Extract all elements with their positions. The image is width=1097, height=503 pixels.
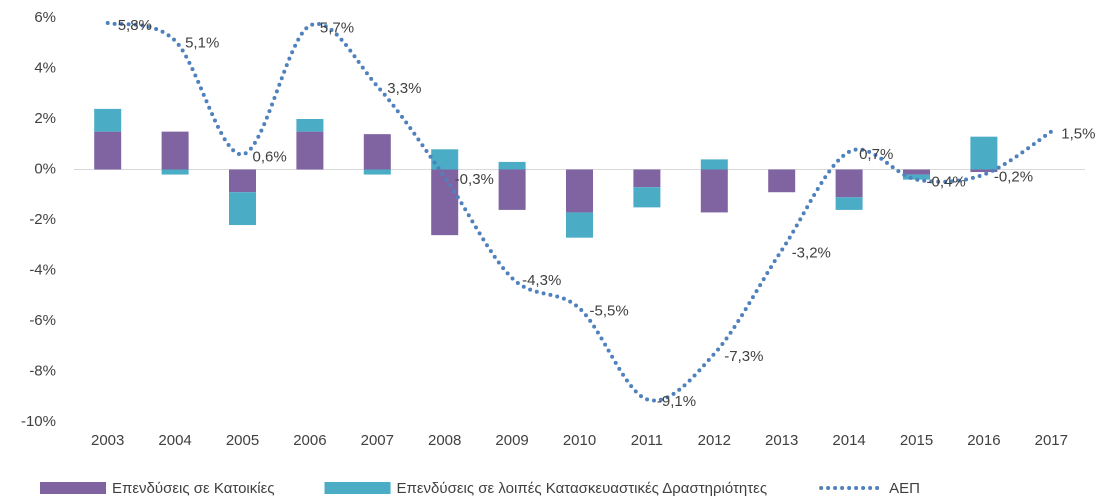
data-label: 5,7% — [320, 20, 354, 37]
y-tick-label: 0% — [34, 160, 56, 177]
data-label: -7,3% — [724, 348, 763, 365]
bar — [229, 169, 256, 193]
bar — [566, 169, 593, 213]
x-tick-label: 2004 — [158, 432, 191, 449]
bar — [498, 169, 526, 210]
bar — [633, 169, 661, 188]
data-label: -5,5% — [590, 302, 629, 319]
x-tick-label: 2013 — [765, 432, 798, 449]
bar — [633, 187, 661, 208]
data-label: -0,4% — [927, 174, 966, 191]
bar — [700, 159, 728, 170]
data-label: -3,2% — [792, 244, 831, 261]
x-tick-label: 2006 — [293, 432, 326, 449]
bar — [498, 161, 526, 170]
data-label: -0,3% — [455, 171, 494, 188]
bar — [229, 192, 256, 226]
bar — [431, 149, 459, 170]
x-tick-label: 2014 — [832, 432, 865, 449]
y-tick-label: -10% — [21, 413, 56, 430]
bar — [970, 136, 998, 170]
x-tick-label: 2005 — [226, 432, 259, 449]
legend-label: Επενδύσεις σε Κατοικίες — [112, 480, 275, 497]
x-tick-label: 2009 — [495, 432, 528, 449]
bar — [835, 169, 863, 198]
y-tick-label: -6% — [29, 312, 56, 329]
data-label: -9,1% — [657, 393, 696, 410]
gdp-line — [105, 21, 1054, 403]
data-label: 5,1% — [185, 35, 219, 52]
data-label: -4,3% — [522, 272, 561, 289]
y-tick-label: -4% — [29, 261, 56, 278]
legend-label: ΑΕΠ — [889, 480, 920, 497]
bar — [94, 131, 122, 170]
bar — [700, 169, 728, 213]
legend-swatch — [40, 482, 106, 494]
bar — [903, 169, 930, 175]
x-tick-label: 2016 — [967, 432, 1000, 449]
bar — [161, 169, 189, 175]
bar — [835, 197, 863, 210]
data-label: 0,6% — [253, 148, 287, 165]
bar — [970, 169, 998, 173]
x-tick-label: 2008 — [428, 432, 461, 449]
bar — [566, 212, 593, 238]
bar — [768, 169, 796, 193]
y-tick-label: -8% — [29, 362, 56, 379]
x-tick-label: 2015 — [900, 432, 933, 449]
data-label: 5,8% — [118, 17, 152, 34]
data-label: 0,7% — [859, 146, 893, 163]
bar — [296, 131, 324, 170]
x-tick-label: 2010 — [563, 432, 596, 449]
legend-label: Επενδύσεις σε λοιπές Κατασκευαστικές Δρα… — [397, 480, 768, 497]
bar — [296, 119, 324, 132]
legend-swatch — [324, 482, 391, 494]
bar — [363, 134, 391, 170]
bar — [94, 108, 122, 132]
x-tick-label: 2003 — [91, 432, 124, 449]
y-tick-label: 2% — [34, 110, 56, 127]
x-tick-label: 2011 — [631, 432, 663, 449]
x-tick-label: 2012 — [698, 432, 731, 449]
bar — [161, 131, 189, 170]
x-tick-label: 2007 — [361, 432, 394, 449]
bar — [903, 174, 930, 180]
data-label: 1,5% — [1061, 126, 1095, 143]
y-tick-label: -2% — [29, 211, 56, 228]
x-tick-label: 2017 — [1035, 432, 1068, 449]
y-tick-label: 4% — [34, 59, 56, 76]
y-tick-label: 6% — [34, 9, 56, 26]
data-label: 3,3% — [387, 80, 421, 97]
data-label: -0,2% — [994, 169, 1033, 186]
bar — [363, 169, 391, 175]
